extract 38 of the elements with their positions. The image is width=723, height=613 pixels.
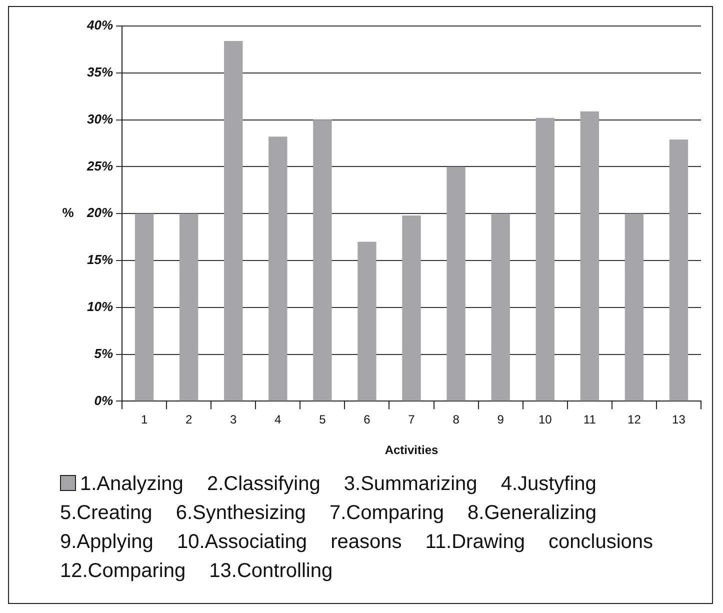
bar — [358, 242, 376, 401]
bar — [580, 111, 600, 401]
bar — [268, 136, 288, 401]
legend-label: 1.Analyzing 2.Classifying 3.Summarizing 4.Justyfing 5.Creating 6.Synthesizing 7.Comparing 8.Generalizing 9.Applying 10.Associating reasons 11.Drawing conclusions 12.Comparing 13.Controlling — [60, 473, 654, 582]
bar — [134, 214, 154, 401]
x-axis-title: Activities — [384, 443, 439, 458]
x-tick-label: 7 — [408, 412, 416, 427]
bar — [536, 118, 554, 401]
bar — [402, 215, 421, 401]
x-tick-label: 12 — [628, 412, 642, 427]
x-tick-label: 10 — [538, 412, 552, 427]
bar — [624, 214, 644, 401]
y-axis-title: % — [62, 205, 74, 220]
x-tick-label: 11 — [583, 412, 596, 427]
y-tick-label: 35% — [86, 64, 114, 80]
y-tick-label: 20% — [86, 205, 114, 220]
x-tick-label: 4 — [274, 412, 282, 427]
bar — [446, 166, 466, 401]
bar — [491, 214, 510, 401]
y-tick-label: 40% — [86, 18, 114, 33]
x-tick-label: 1 — [140, 412, 148, 427]
bar — [313, 120, 332, 401]
y-tick-label: 25% — [86, 158, 114, 174]
x-tick-label: 8 — [452, 412, 460, 427]
y-tick-label: 15% — [86, 252, 114, 268]
x-tick-label: 5 — [319, 412, 326, 427]
bar — [224, 41, 243, 401]
x-tick-label: 6 — [364, 412, 371, 427]
bar — [669, 140, 688, 401]
y-tick-label: 30% — [86, 111, 114, 126]
x-tick-label: 9 — [497, 412, 504, 427]
y-tick-label: 5% — [94, 346, 114, 361]
x-tick-label: 2 — [185, 412, 192, 427]
y-tick-label: 0% — [94, 392, 114, 408]
x-tick-label: 3 — [230, 412, 238, 427]
x-tick-label: 13 — [672, 412, 686, 427]
y-tick-label: 10% — [86, 298, 114, 314]
bar — [179, 214, 198, 401]
